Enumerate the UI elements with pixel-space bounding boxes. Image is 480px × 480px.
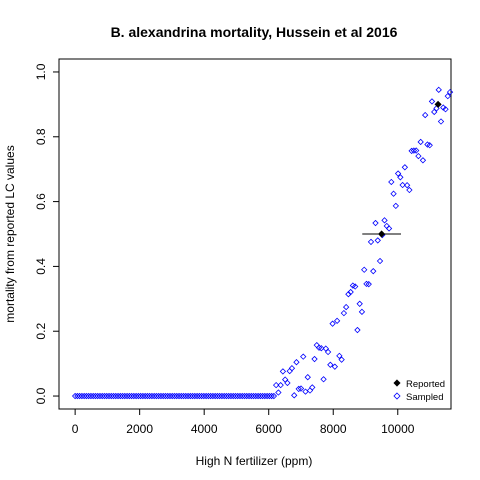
- legend-reported-label: Reported: [406, 379, 445, 390]
- sampled-point: [389, 179, 394, 184]
- sampled-point: [276, 390, 281, 395]
- sampled-point: [310, 385, 315, 390]
- sampled-point: [330, 321, 335, 326]
- sampled-point: [382, 218, 387, 223]
- y-tick-label: 0.6: [34, 193, 48, 210]
- sampled-point: [368, 239, 373, 244]
- sampled-point: [375, 238, 380, 243]
- sampled-point: [393, 203, 398, 208]
- x-tick-label: 2000: [126, 422, 153, 436]
- sampled-point: [377, 258, 382, 263]
- sampled-point: [303, 389, 308, 394]
- y-axis-label: mortality from reported LC values: [3, 145, 17, 322]
- sampled-point: [283, 377, 288, 382]
- sampled-point: [312, 356, 317, 361]
- sampled-point: [373, 220, 378, 225]
- x-tick-label: 8000: [320, 422, 347, 436]
- y-tick-label: 1.0: [34, 63, 48, 80]
- y-tick-label: 0.4: [34, 258, 48, 275]
- sampled-point: [341, 311, 346, 316]
- sampled-point: [357, 301, 362, 306]
- x-tick-label: 4000: [191, 422, 218, 436]
- legend-reported-marker: [394, 380, 400, 386]
- sampled-point: [420, 158, 425, 163]
- sampled-series: [73, 87, 453, 398]
- sampled-point: [371, 269, 376, 274]
- x-axis-label: High N fertilizer (ppm): [196, 454, 313, 468]
- sampled-point: [305, 375, 310, 380]
- y-tick-label: 0.0: [34, 387, 48, 404]
- y-axis: 0.0 0.2 0.4 0.6 0.8 1.0: [34, 63, 59, 404]
- sampled-point: [402, 165, 407, 170]
- sampled-point: [438, 119, 443, 124]
- sampled-point: [289, 366, 294, 371]
- legend-sampled-label: Sampled: [406, 392, 444, 403]
- sampled-point: [355, 327, 360, 332]
- sampled-point: [285, 380, 290, 385]
- x-tick-label: 0: [72, 422, 79, 436]
- sampled-point: [391, 191, 396, 196]
- sampled-point: [335, 318, 340, 323]
- sampled-point: [407, 187, 412, 192]
- sampled-point: [280, 369, 285, 374]
- sampled-point: [344, 304, 349, 309]
- legend-sampled-marker: [394, 393, 400, 399]
- chart-title: B. alexandrina mortality, Hussein et al …: [111, 24, 398, 40]
- sampled-point: [423, 112, 428, 117]
- sampled-point: [321, 377, 326, 382]
- y-tick-label: 0.2: [34, 323, 48, 340]
- sampled-point: [287, 369, 292, 374]
- sampled-point: [436, 87, 441, 92]
- sampled-point: [307, 388, 312, 393]
- reported-series: [362, 101, 441, 237]
- sampled-point: [359, 309, 364, 314]
- x-axis: 0 2000 4000 6000 8000 10000: [72, 409, 415, 436]
- sampled-point: [294, 360, 299, 365]
- sampled-point: [301, 354, 306, 359]
- x-tick-label: 10000: [381, 422, 415, 436]
- sampled-point: [416, 154, 421, 159]
- sampled-point: [418, 139, 423, 144]
- sampled-point: [429, 99, 434, 104]
- sampled-point: [325, 349, 330, 354]
- y-tick-label: 0.8: [34, 128, 48, 145]
- legend: Reported Sampled: [394, 379, 445, 403]
- x-tick-label: 6000: [255, 422, 282, 436]
- sampled-point: [292, 393, 297, 398]
- sampled-point: [362, 267, 367, 272]
